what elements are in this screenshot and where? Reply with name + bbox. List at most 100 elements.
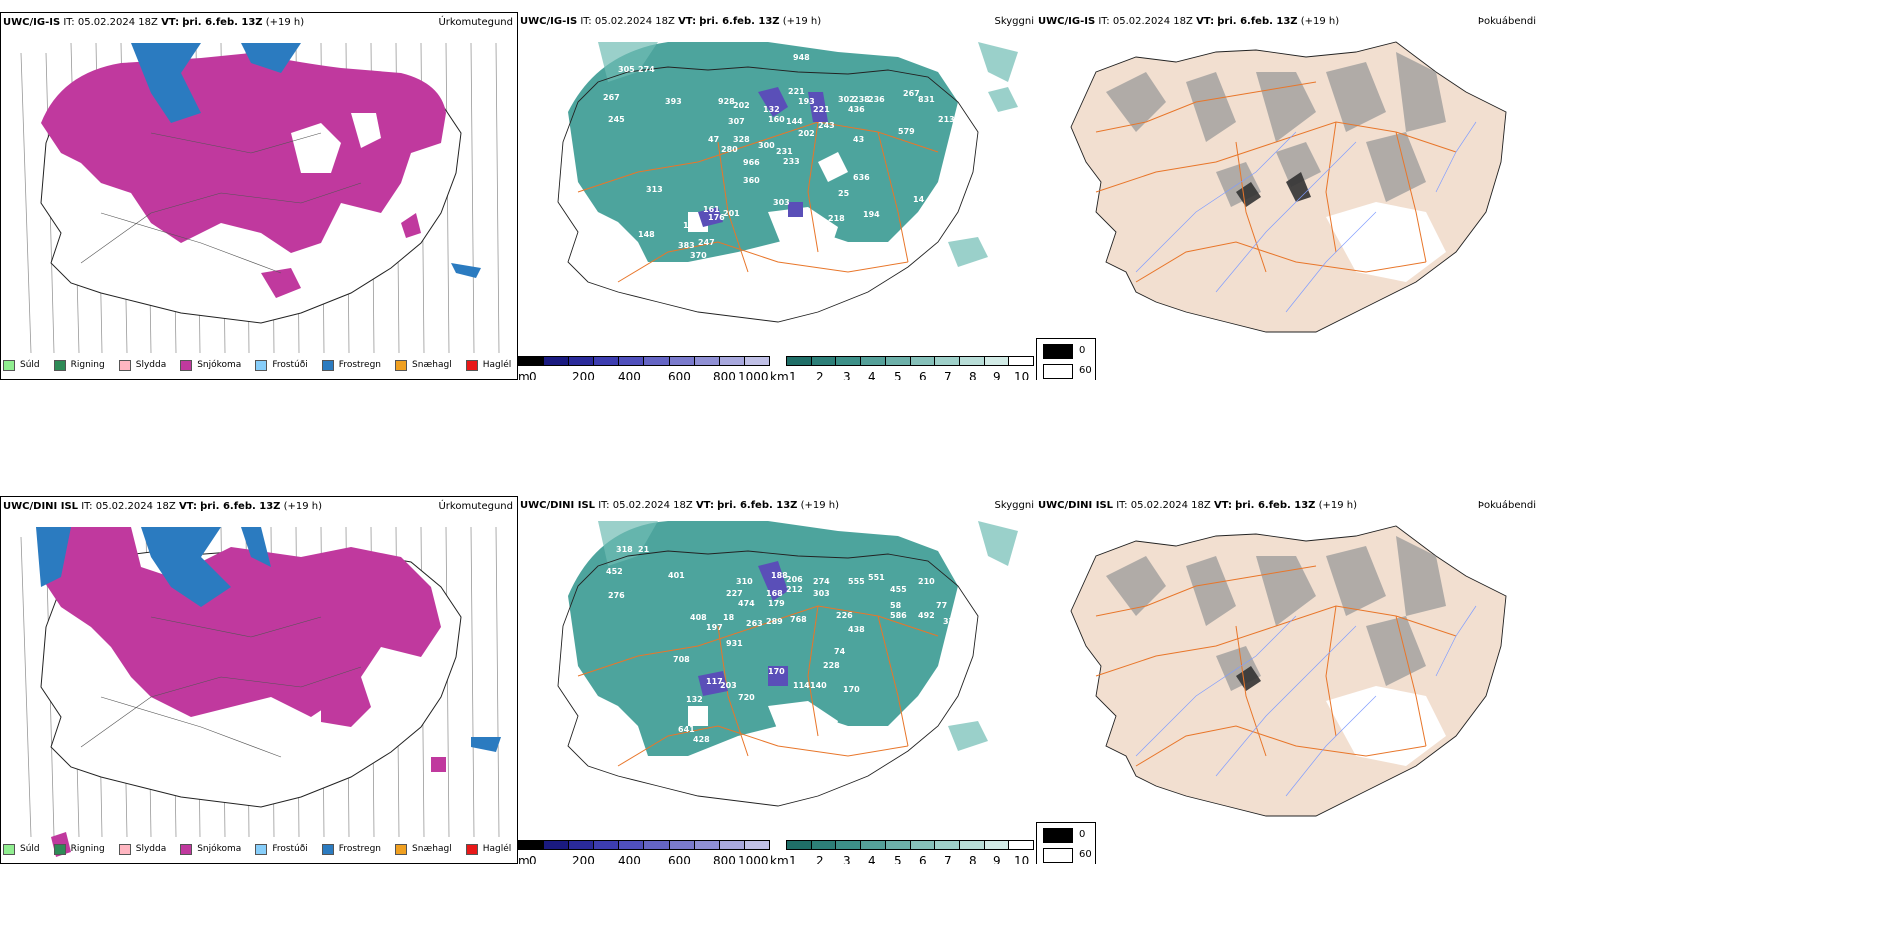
colorbar-tick: 7 xyxy=(944,854,952,864)
panel-title: Úrkomutegund xyxy=(438,17,513,28)
svg-text:452: 452 xyxy=(606,567,623,576)
svg-text:931: 931 xyxy=(726,639,743,648)
svg-text:428: 428 xyxy=(693,735,710,744)
svg-text:58: 58 xyxy=(890,601,902,610)
colorbar-unit: km xyxy=(770,370,789,380)
legend-swatch xyxy=(395,843,408,855)
colorbar-tick: 5 xyxy=(894,854,902,864)
colorbar-tick: 4 xyxy=(868,370,876,380)
svg-text:140: 140 xyxy=(810,681,827,690)
svg-text:408: 408 xyxy=(690,613,707,622)
svg-text:636: 636 xyxy=(853,173,870,182)
legend-swatch xyxy=(180,359,193,371)
svg-text:318: 318 xyxy=(616,545,633,554)
legend-item: Rigning xyxy=(53,359,105,371)
colorbar-tick: 2 xyxy=(816,370,824,380)
colorbar-unit: m xyxy=(518,854,530,864)
fog-legend: 0 60 xyxy=(1036,338,1096,380)
legend-label: 0 xyxy=(1079,345,1086,356)
legend-swatch xyxy=(255,843,268,855)
legend-swatch xyxy=(321,359,334,371)
colorbar-tick: 200 xyxy=(572,370,595,380)
svg-text:267: 267 xyxy=(903,89,920,98)
svg-text:438: 438 xyxy=(848,625,865,634)
svg-text:305: 305 xyxy=(618,65,635,74)
svg-text:148: 148 xyxy=(638,230,655,239)
svg-text:160: 160 xyxy=(768,115,785,124)
ceiling-colorbar: m 0 200 400 600 800 1000 xyxy=(518,356,770,380)
svg-text:383: 383 xyxy=(678,241,695,250)
precip-legend: Súld Rigning Slydda Snjókoma Frostúði Fr… xyxy=(3,839,517,859)
svg-text:586: 586 xyxy=(890,611,907,620)
svg-text:436: 436 xyxy=(848,105,865,114)
legend-item: Frostregn xyxy=(321,359,381,371)
colorbar-tick: 600 xyxy=(668,370,691,380)
precip-type-map xyxy=(20,42,500,354)
svg-text:328: 328 xyxy=(733,135,750,144)
legend-label: 0 xyxy=(1079,829,1086,840)
visibility-panel-top: UWC/IG-IS IT: 05.02.2024 18Z VT: þri. 6.… xyxy=(518,12,1036,380)
colorbar-unit: km xyxy=(770,854,789,864)
legend-swatch xyxy=(180,843,193,855)
legend-swatch xyxy=(255,359,268,371)
colorbar-tick: 5 xyxy=(894,370,902,380)
visibility-colorbar: km 1 2 3 4 5 6 7 8 9 10 xyxy=(770,356,1036,380)
svg-text:47: 47 xyxy=(708,135,719,144)
svg-text:194: 194 xyxy=(863,210,880,219)
svg-text:831: 831 xyxy=(918,95,935,104)
svg-text:720: 720 xyxy=(738,693,755,702)
colorbar-tick: 1000 xyxy=(738,370,769,380)
visibility-colorbar: km 1 2 3 4 5 6 7 8 9 10 xyxy=(770,840,1036,864)
legend-swatch xyxy=(3,359,15,371)
panel-title: Þokuábendi xyxy=(1477,500,1536,511)
colorbar-tick: 200 xyxy=(572,854,595,864)
legend-swatch xyxy=(395,359,408,371)
legend-item: Rigning xyxy=(53,843,105,855)
svg-text:579: 579 xyxy=(898,127,915,136)
panel-header: UWC/IG-IS IT: 05.02.2024 18Z VT: þri. 6.… xyxy=(520,16,822,27)
svg-text:221: 221 xyxy=(813,105,830,114)
svg-text:14: 14 xyxy=(913,195,925,204)
legend-label: 60 xyxy=(1079,849,1092,860)
legend-item: Súld xyxy=(3,359,40,371)
svg-text:18: 18 xyxy=(723,613,735,622)
colorbar-tick: 400 xyxy=(618,854,641,864)
svg-text:300: 300 xyxy=(758,141,775,150)
colorbar-tick: 3 xyxy=(843,854,851,864)
panel-header: UWC/DINI ISL IT: 05.02.2024 18Z VT: þri.… xyxy=(520,500,840,511)
svg-text:114: 114 xyxy=(793,681,810,690)
svg-text:201: 201 xyxy=(723,209,740,218)
legend-swatch xyxy=(53,359,66,371)
svg-text:179: 179 xyxy=(768,599,785,608)
svg-text:203: 203 xyxy=(720,681,737,690)
svg-text:226: 226 xyxy=(836,611,853,620)
legend-item: Slydda xyxy=(118,843,166,855)
svg-text:231: 231 xyxy=(776,147,793,156)
svg-text:307: 307 xyxy=(728,117,745,126)
legend-item: Snjókoma xyxy=(180,843,241,855)
legend-swatch xyxy=(53,843,66,855)
panel-header: UWC/DINI ISL IT: 05.02.2024 18Z VT: þri.… xyxy=(3,501,323,512)
svg-text:928: 928 xyxy=(718,97,735,106)
legend-item: Súld xyxy=(3,843,40,855)
svg-text:212: 212 xyxy=(786,585,803,594)
svg-text:168: 168 xyxy=(766,589,783,598)
precip-legend: Súld Rigning Slydda Snjókoma Frostúði Fr… xyxy=(3,355,517,375)
svg-text:263: 263 xyxy=(746,619,763,628)
colorbar-tick: 9 xyxy=(993,370,1001,380)
legend-swatch xyxy=(1043,344,1073,359)
legend-swatch xyxy=(1043,364,1073,379)
legend-swatch xyxy=(118,843,131,855)
legend-swatch xyxy=(3,843,15,855)
svg-text:303: 303 xyxy=(773,198,790,207)
legend-item: Snæhagl xyxy=(395,359,452,371)
colorbar-tick: 0 xyxy=(529,370,537,380)
svg-text:551: 551 xyxy=(868,573,885,582)
svg-text:74: 74 xyxy=(834,647,846,656)
legend-item: Haglél xyxy=(465,843,511,855)
panel-title: Skyggni xyxy=(994,16,1034,27)
svg-text:247: 247 xyxy=(698,238,715,247)
colorbar-scale xyxy=(518,840,770,850)
colorbar-tick: 9 xyxy=(993,854,1001,864)
